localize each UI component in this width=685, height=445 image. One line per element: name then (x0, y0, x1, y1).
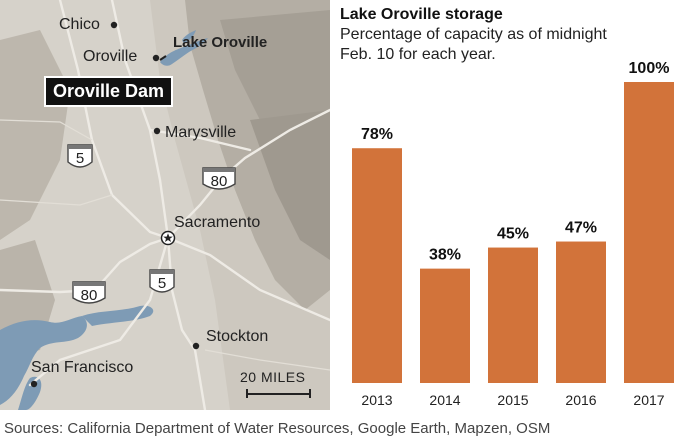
sf-bay-water (0, 316, 87, 405)
chico-dot (110, 21, 118, 29)
value-label-2017: 100% (629, 60, 670, 77)
bar-2013 (352, 148, 402, 383)
bar-2017 (624, 82, 674, 383)
x-tick-2015: 2015 (497, 392, 528, 408)
chart-title: Lake Oroville storage (340, 6, 503, 23)
dam-marker-icon (159, 55, 167, 61)
value-label-2016: 47% (565, 220, 597, 237)
shield-number-i80-west: 80 (81, 287, 98, 304)
scale-bar (246, 389, 311, 398)
x-tick-2013: 2013 (361, 392, 392, 408)
bar-2014 (420, 268, 470, 383)
sacramento-capital-icon (160, 230, 176, 246)
lake-oroville-label: Lake Oroville (173, 34, 267, 51)
interstate-5-north-shield-icon (67, 144, 93, 168)
scale-label: 20 MILES (240, 369, 305, 385)
chart-subtitle: Percentage of capacity as of midnight Fe… (340, 26, 607, 63)
city-label-stockton: Stockton (206, 328, 268, 345)
city-label-chico: Chico (59, 16, 100, 33)
stockton-dot (192, 342, 200, 350)
x-tick-2014: 2014 (429, 392, 460, 408)
bar-2015 (488, 247, 538, 383)
oroville-dam-label: Oroville Dam (44, 76, 174, 107)
shield-number-i5-north: 5 (76, 150, 84, 167)
oroville-dot (152, 54, 160, 62)
locator-map: Chico Oroville Lake Oroville Marysville … (0, 0, 330, 410)
city-label-marysville: Marysville (165, 124, 236, 141)
interstate-80-west-shield-icon (72, 281, 106, 304)
city-label-san-francisco: San Francisco (31, 359, 133, 376)
city-label-sacramento: Sacramento (174, 214, 260, 231)
shield-number-i80-east: 80 (211, 173, 228, 190)
bar-2016 (556, 241, 606, 383)
value-label-2015: 45% (497, 226, 529, 243)
x-tick-2016: 2016 (565, 392, 596, 408)
value-label-2014: 38% (429, 247, 461, 264)
marysville-dot (153, 127, 161, 135)
storage-bar-chart: 78% 2013 38% 2014 45% 2015 47% 2016 100% 2017 (352, 60, 674, 408)
city-label-oroville: Oroville (83, 48, 137, 65)
interstate-5-south-shield-icon (149, 269, 175, 293)
source-note: Sources: California Department of Water … (4, 420, 551, 437)
interstate-80-road (93, 108, 330, 292)
shield-number-i5-south: 5 (158, 275, 166, 292)
san-francisco-dot (30, 380, 38, 388)
x-tick-2017: 2017 (633, 392, 664, 408)
interstate-80-east-shield-icon (202, 167, 236, 190)
value-label-2013: 78% (361, 126, 393, 143)
lake-oroville-water (160, 38, 208, 66)
